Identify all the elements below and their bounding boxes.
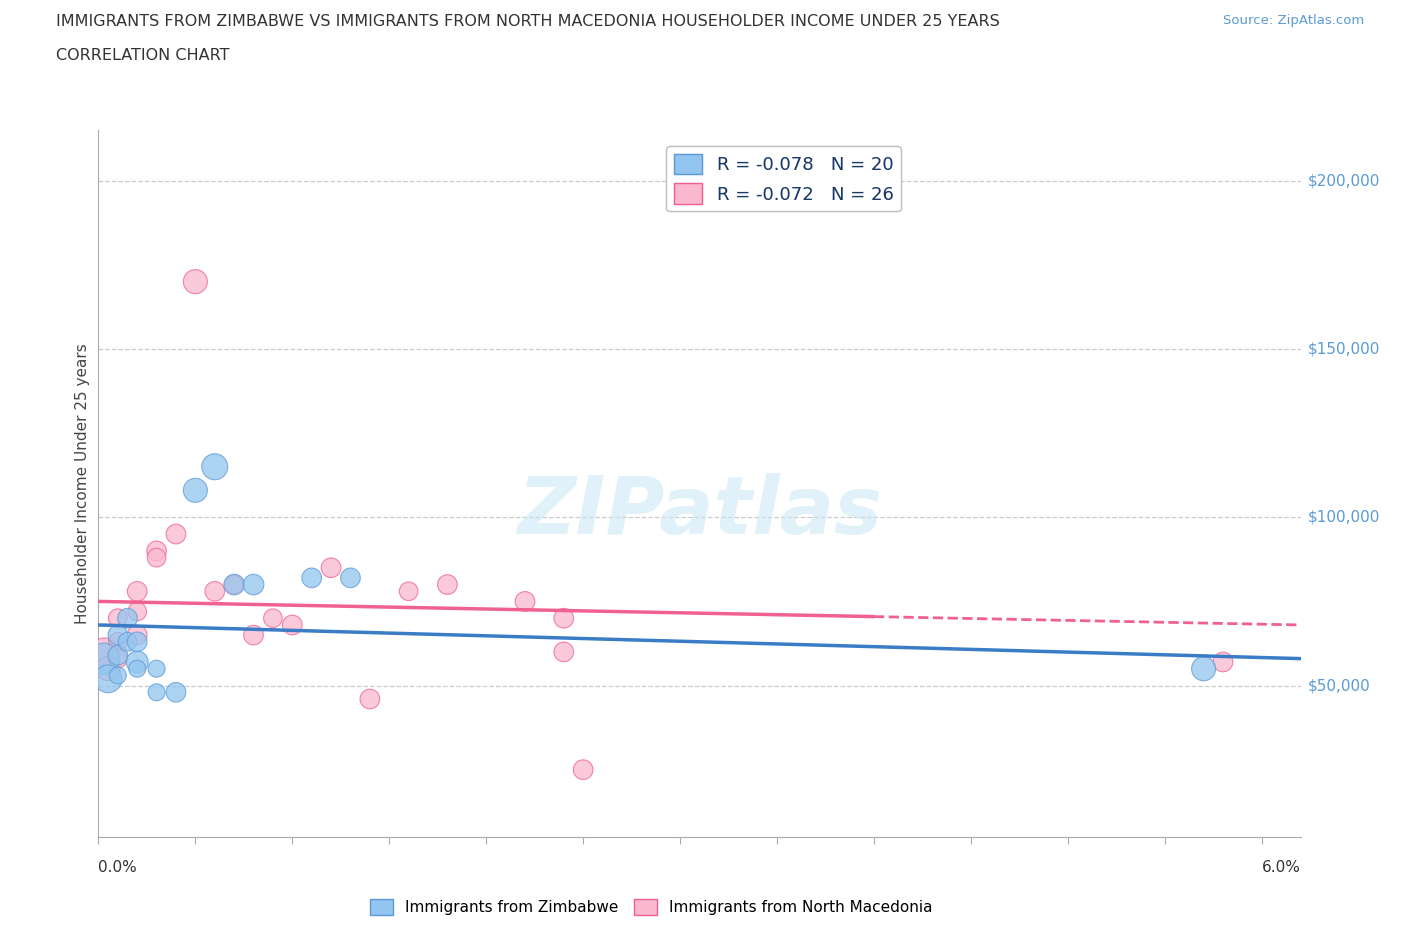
Point (107, 668, 129, 683)
Text: $150,000: $150,000 (1308, 341, 1379, 356)
Point (145, 661, 167, 676)
Point (204, 584, 226, 599)
Point (262, 611, 284, 626)
Point (117, 634, 139, 649)
Point (184, 483, 207, 498)
Point (127, 604, 149, 619)
Point (93, 651, 115, 666)
Legend: R = -0.078   N = 20, R = -0.072   N = 26: R = -0.078 N = 20, R = -0.072 N = 26 (666, 146, 901, 211)
Text: Source: ZipAtlas.com: Source: ZipAtlas.com (1223, 14, 1364, 27)
Text: IMMIGRANTS FROM ZIMBABWE VS IMMIGRANTS FROM NORTH MACEDONIA HOUSEHOLDER INCOME U: IMMIGRANTS FROM ZIMBABWE VS IMMIGRANTS F… (56, 14, 1000, 29)
Point (359, 692, 381, 707)
Point (224, 578, 246, 592)
Text: ZIPatlas: ZIPatlas (517, 472, 882, 551)
Text: CORRELATION CHART: CORRELATION CHART (56, 48, 229, 63)
Text: 6.0%: 6.0% (1261, 860, 1301, 875)
Point (127, 661, 149, 676)
Point (97, 661, 120, 676)
Point (107, 651, 129, 666)
Point (339, 570, 361, 585)
Text: $50,000: $50,000 (1308, 678, 1371, 693)
Point (127, 584, 149, 599)
Point (301, 570, 323, 585)
Point (1192, 661, 1215, 676)
Point (513, 594, 536, 609)
Point (319, 560, 342, 575)
Point (97, 671, 120, 686)
Point (281, 618, 304, 632)
Point (145, 543, 167, 558)
Point (107, 634, 129, 649)
Point (184, 274, 207, 289)
Point (165, 684, 187, 699)
Point (145, 551, 167, 565)
Point (436, 578, 458, 592)
Point (572, 763, 595, 777)
Point (107, 648, 129, 663)
Point (107, 611, 129, 626)
Point (553, 644, 575, 659)
Point (242, 628, 264, 643)
Text: 0.0%: 0.0% (98, 860, 138, 875)
Point (145, 684, 167, 699)
Text: $200,000: $200,000 (1308, 173, 1379, 188)
Point (204, 459, 226, 474)
Point (93, 644, 115, 659)
Point (107, 628, 129, 643)
Point (127, 628, 149, 643)
Point (1212, 655, 1234, 670)
Point (117, 611, 139, 626)
Point (224, 578, 246, 592)
Y-axis label: Householder Income Under 25 years: Householder Income Under 25 years (75, 343, 90, 624)
Point (127, 634, 149, 649)
Point (242, 578, 264, 592)
Point (553, 611, 575, 626)
Point (398, 584, 420, 599)
Text: $100,000: $100,000 (1308, 510, 1379, 525)
Point (165, 526, 187, 541)
Point (127, 655, 149, 670)
